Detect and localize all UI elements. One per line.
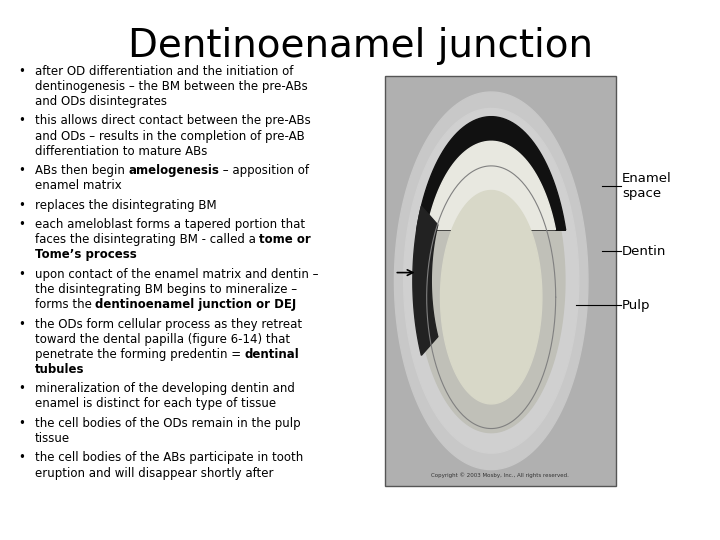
- Text: tissue: tissue: [35, 432, 70, 445]
- Text: the disintegrating BM begins to mineralize –: the disintegrating BM begins to minerali…: [35, 283, 297, 296]
- Text: •: •: [18, 417, 25, 430]
- Text: Dentin: Dentin: [622, 245, 667, 258]
- Text: Copyright © 2003 Mosby, Inc., All rights reserved.: Copyright © 2003 Mosby, Inc., All rights…: [431, 472, 570, 478]
- Polygon shape: [418, 129, 565, 433]
- Text: enamel matrix: enamel matrix: [35, 179, 121, 192]
- Polygon shape: [441, 191, 542, 404]
- Text: the cell bodies of the ABs participate in tooth: the cell bodies of the ABs participate i…: [35, 451, 303, 464]
- Text: Dentinoenamel junction: Dentinoenamel junction: [127, 27, 593, 65]
- Polygon shape: [417, 117, 566, 252]
- Text: eruption and will disappear shortly after: eruption and will disappear shortly afte…: [35, 467, 273, 480]
- Text: – apposition of: – apposition of: [219, 164, 309, 177]
- Text: each ameloblast forms a tapered portion that: each ameloblast forms a tapered portion …: [35, 218, 305, 231]
- Text: •: •: [18, 451, 25, 464]
- Text: this allows direct contact between the pre-ABs: this allows direct contact between the p…: [35, 114, 310, 127]
- Polygon shape: [413, 206, 438, 355]
- Text: Pulp: Pulp: [622, 299, 651, 312]
- Text: •: •: [18, 164, 25, 177]
- Text: differentiation to mature ABs: differentiation to mature ABs: [35, 145, 207, 158]
- Text: and ODs – results in the completion of pre-AB: and ODs – results in the completion of p…: [35, 130, 305, 143]
- Polygon shape: [427, 141, 555, 248]
- Text: dentinoenamel junction or DEJ: dentinoenamel junction or DEJ: [95, 298, 297, 311]
- Text: •: •: [18, 218, 25, 231]
- Text: ABs then begin: ABs then begin: [35, 164, 128, 177]
- Text: faces the disintegrating BM - called a: faces the disintegrating BM - called a: [35, 233, 259, 246]
- Text: enamel is distinct for each type of tissue: enamel is distinct for each type of tiss…: [35, 397, 276, 410]
- Text: Tome’s process: Tome’s process: [35, 248, 136, 261]
- Text: Enamel
space: Enamel space: [622, 172, 672, 200]
- Text: and ODs disintegrates: and ODs disintegrates: [35, 95, 166, 108]
- Text: replaces the disintegrating BM: replaces the disintegrating BM: [35, 199, 216, 212]
- Text: the cell bodies of the ODs remain in the pulp: the cell bodies of the ODs remain in the…: [35, 417, 300, 430]
- Text: after OD differentiation and the initiation of: after OD differentiation and the initiat…: [35, 65, 293, 78]
- Text: •: •: [18, 199, 25, 212]
- Text: •: •: [18, 114, 25, 127]
- Text: •: •: [18, 382, 25, 395]
- Text: tome or: tome or: [259, 233, 311, 246]
- Text: •: •: [18, 65, 25, 78]
- Text: dentinogenesis – the BM between the pre-ABs: dentinogenesis – the BM between the pre-…: [35, 80, 307, 93]
- Text: amelogenesis: amelogenesis: [128, 164, 219, 177]
- Bar: [385, 76, 616, 486]
- Text: tubules: tubules: [35, 363, 84, 376]
- Text: toward the dental papilla (figure 6-14) that: toward the dental papilla (figure 6-14) …: [35, 333, 289, 346]
- Text: penetrate the forming predentin =: penetrate the forming predentin =: [35, 348, 244, 361]
- Text: •: •: [18, 268, 25, 281]
- Text: the ODs form cellular process as they retreat: the ODs form cellular process as they re…: [35, 318, 302, 330]
- Polygon shape: [395, 92, 588, 470]
- Polygon shape: [404, 109, 579, 453]
- Text: mineralization of the developing dentin and: mineralization of the developing dentin …: [35, 382, 294, 395]
- Text: dentinal: dentinal: [244, 348, 300, 361]
- Text: •: •: [18, 318, 25, 330]
- Text: forms the: forms the: [35, 298, 95, 311]
- Bar: [385, 76, 616, 486]
- Text: upon contact of the enamel matrix and dentin –: upon contact of the enamel matrix and de…: [35, 268, 318, 281]
